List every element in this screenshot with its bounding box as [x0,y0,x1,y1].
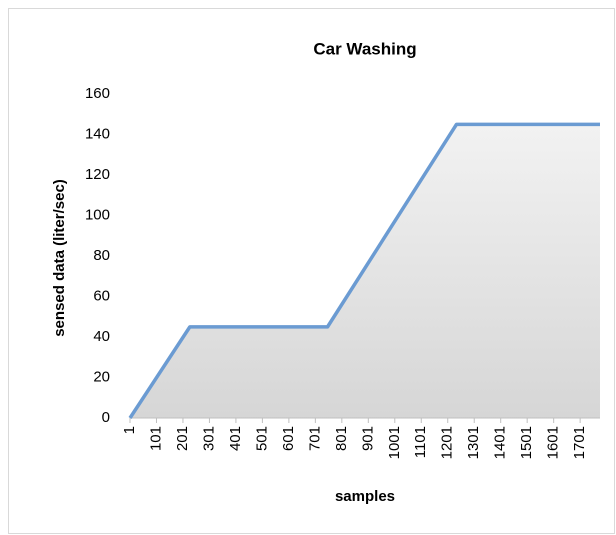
x-tick-label: 801 [333,426,350,451]
x-tick-label: 201 [174,426,191,451]
y-tick-label: 120 [85,166,110,183]
y-tick-label: 160 [85,85,110,102]
y-tick-label: 20 [93,368,110,385]
x-tick-label: 1701 [571,426,588,459]
y-tick-label: 0 [102,409,110,426]
chart-title: Car Washing [313,39,416,58]
x-tick-label: 401 [227,426,244,451]
x-tick-label: 101 [147,426,164,451]
y-tick-label: 80 [93,247,110,264]
x-tick-label: 1101 [412,426,429,458]
x-tick-label: 1001 [386,426,403,459]
y-tick-label: 140 [85,125,110,142]
x-tick-label: 901 [359,426,376,451]
x-tick-label: 501 [253,426,270,451]
x-tick-label: 1 [121,426,138,434]
x-tick-label: 1601 [545,426,562,459]
x-tick-label: 1301 [465,426,482,459]
x-tick-label: 601 [280,426,297,451]
x-tick-label: 1201 [439,426,456,459]
y-tick-label: 60 [93,287,110,304]
y-axis-label: sensed data (liter/sec) [51,179,68,337]
y-tick-label: 100 [85,206,110,223]
line [128,122,600,419]
x-tick-label: 1401 [492,426,509,459]
x-tick-label: 701 [306,426,323,451]
y-tick-label: 40 [93,328,110,345]
x-tick-label: 1501 [518,426,535,459]
x-axis-label: samples [335,488,395,505]
x-tick-label: 301 [200,426,217,451]
